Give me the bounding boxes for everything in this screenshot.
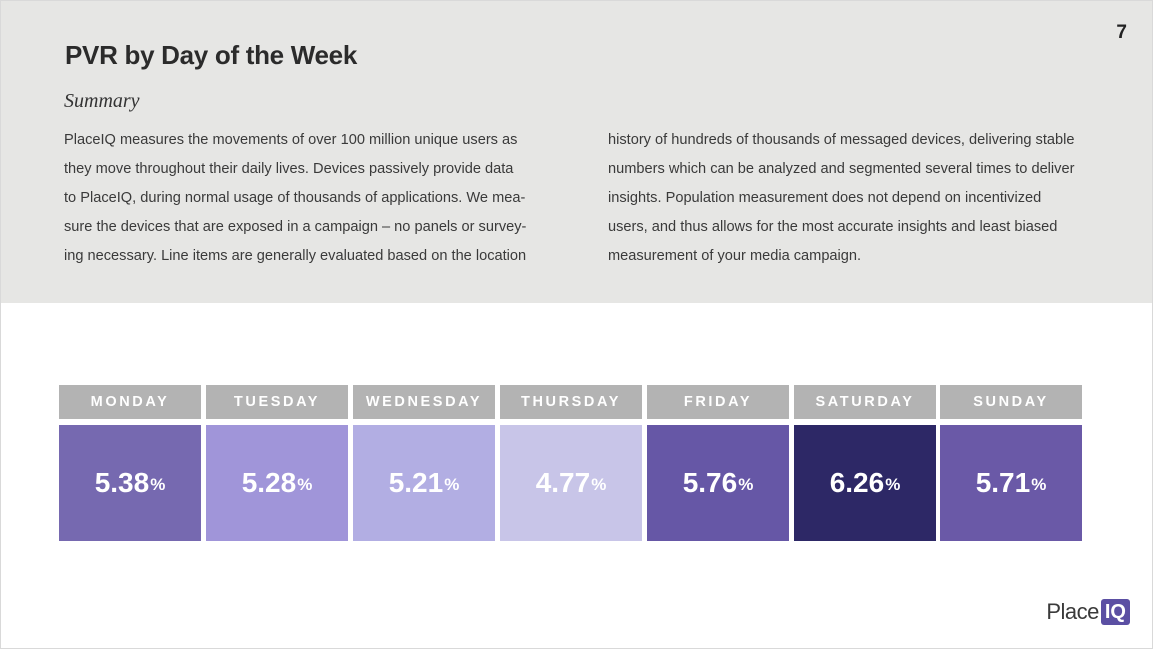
page-number: 7 [1116,22,1127,43]
day-value-tile: 5.71% [940,425,1082,541]
day-label: SATURDAY [794,385,936,419]
summary-line: they move throughout their daily lives. … [64,161,514,177]
day-label: FRIDAY [647,385,789,419]
summary-line: sure the devices that are exposed in a c… [64,219,527,235]
summary-line: numbers which can be analyzed and segmen… [608,161,1075,177]
day-card-tuesday: TUESDAY 5.28% [206,385,348,541]
pvr-value: 5.71 [975,467,1031,498]
day-label: SUNDAY [940,385,1082,419]
day-value-tile: 5.28% [206,425,348,541]
header-panel: 7 PVR by Day of the Week Summary PlaceIQ… [0,0,1153,303]
day-card-thursday: THURSDAY 4.77% [500,385,642,541]
percent-sign: % [444,475,460,494]
day-value-tile: 5.21% [353,425,495,541]
day-label: THURSDAY [500,385,642,419]
summary-line: PlaceIQ measures the movements of over 1… [64,132,518,148]
page-title: PVR by Day of the Week [65,40,358,70]
percent-sign: % [1031,475,1047,494]
pvr-value: 5.28 [241,467,297,498]
day-card-wednesday: WEDNESDAY 5.21% [353,385,495,541]
placeiq-logo: Place IQ [1046,599,1130,625]
pvr-value: 5.21 [388,467,444,498]
day-value-tile: 5.38% [59,425,201,541]
pvr-value: 6.26 [829,467,885,498]
pvr-value: 5.38 [94,467,150,498]
percent-sign: % [885,475,901,494]
summary-line: insights. Population measurement does no… [608,190,1042,206]
day-value-tile: 4.77% [500,425,642,541]
percent-sign: % [150,475,166,494]
day-card-saturday: SATURDAY 6.26% [794,385,936,541]
pvr-value: 4.77 [535,467,591,498]
logo-badge: IQ [1100,599,1130,625]
day-card-friday: FRIDAY 5.76% [647,385,789,541]
percent-sign: % [738,475,754,494]
percent-sign: % [591,475,607,494]
logo-wordmark: Place [1046,599,1099,624]
day-label: MONDAY [59,385,201,419]
day-value-tile: 6.26% [794,425,936,541]
summary-line: users, and thus allows for the most accu… [608,219,1058,235]
day-value-tile: 5.76% [647,425,789,541]
day-card-sunday: SUNDAY 5.71% [940,385,1082,541]
summary-line: measurement of your media campaign. [608,248,862,264]
summary-line: history of hundreds of thousands of mess… [608,132,1075,148]
summary-line: to PlaceIQ, during normal usage of thous… [64,190,526,206]
day-card-monday: MONDAY 5.38% [59,385,201,541]
summary-text-left: PlaceIQ measures the movements of over 1… [64,126,534,271]
summary-line: ing necessary. Line items are generally … [64,248,527,264]
summary-heading: Summary [64,90,140,112]
day-label: TUESDAY [206,385,348,419]
day-label: WEDNESDAY [353,385,495,419]
percent-sign: % [297,475,313,494]
summary-text-right: history of hundreds of thousands of mess… [608,126,1078,271]
pvr-value: 5.76 [682,467,738,498]
